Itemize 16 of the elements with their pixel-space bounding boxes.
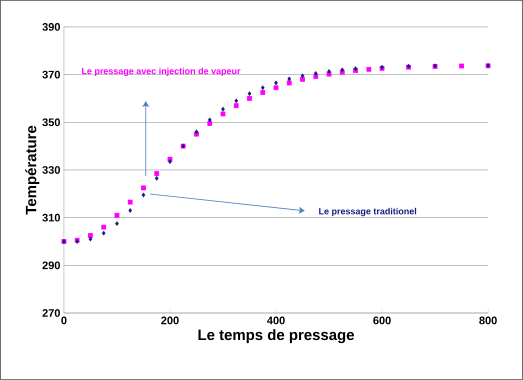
y-axis-title: Température (25, 126, 40, 215)
x-tick-label: 600 (373, 316, 391, 324)
y-tick-label: 310 (42, 214, 60, 222)
y-tick-label: 270 (42, 309, 60, 317)
x-tick-label: 0 (61, 316, 67, 324)
x-tick-label: 400 (267, 316, 285, 324)
text: Le pressage traditionel (319, 208, 416, 216)
y-tick-label: 330 (42, 166, 60, 174)
x-axis-title: Le temps de pressage (198, 329, 354, 344)
x-tick-label: 800 (479, 316, 497, 324)
text: Le pressage avec injection de vapeur (82, 68, 240, 76)
y-tick-label: 290 (42, 261, 60, 270)
y-tick-label: 390 (42, 23, 60, 31)
y-tick-label: 350 (42, 118, 60, 126)
y-tick-label: 370 (42, 70, 60, 79)
x-tick-label: 200 (161, 316, 179, 324)
